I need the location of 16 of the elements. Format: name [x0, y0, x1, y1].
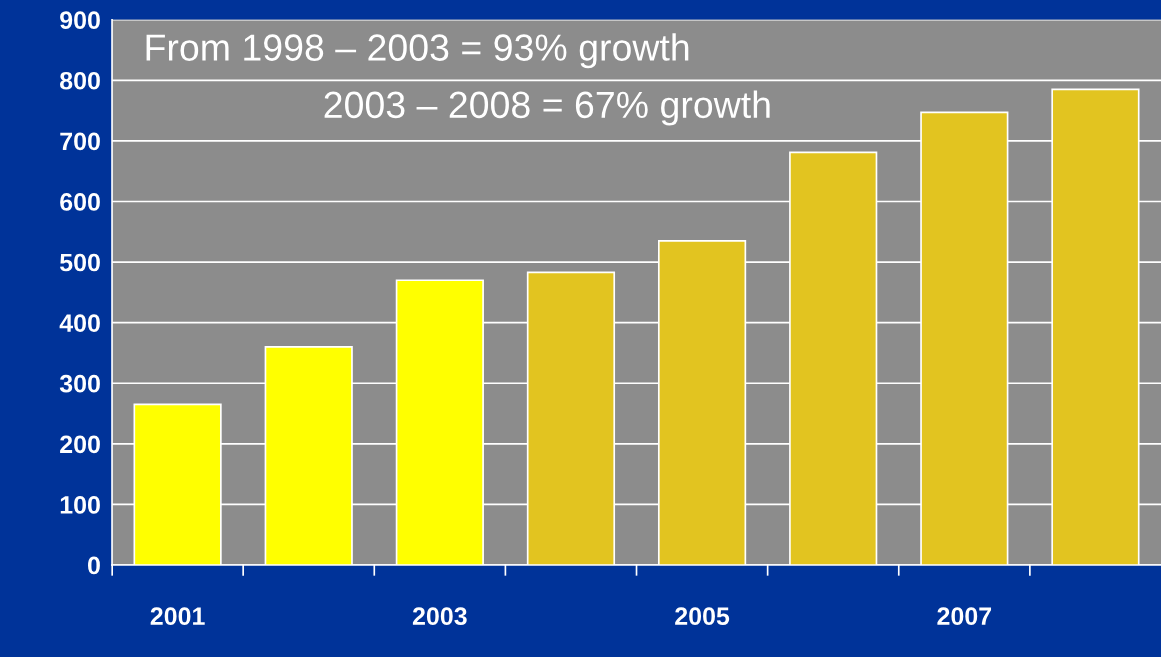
- annotation: 2003 – 2008 = 67% growth: [324, 90, 770, 126]
- x-tick-label: 2005: [675, 607, 730, 626]
- y-tick-label: 800: [60, 71, 100, 90]
- y-tick-label: 400: [59, 314, 100, 332]
- y-tick-label: 100: [60, 496, 100, 514]
- x-tick-label: 2001: [150, 607, 205, 626]
- y-tick-label: 500: [59, 253, 100, 272]
- y-tick-label: 200: [60, 435, 100, 454]
- y-tick-label: 300: [59, 374, 100, 393]
- y-tick-label: 0: [88, 556, 100, 575]
- y-tick-label: 700: [60, 132, 100, 151]
- y-tick-label: 600: [60, 193, 100, 211]
- y-tick-label: 900: [60, 11, 100, 30]
- x-tick-label: 2007: [937, 607, 992, 626]
- annotation: From 1998 – 2003 = 93% growth: [146, 33, 689, 69]
- x-tick-label: 2003: [412, 607, 467, 626]
